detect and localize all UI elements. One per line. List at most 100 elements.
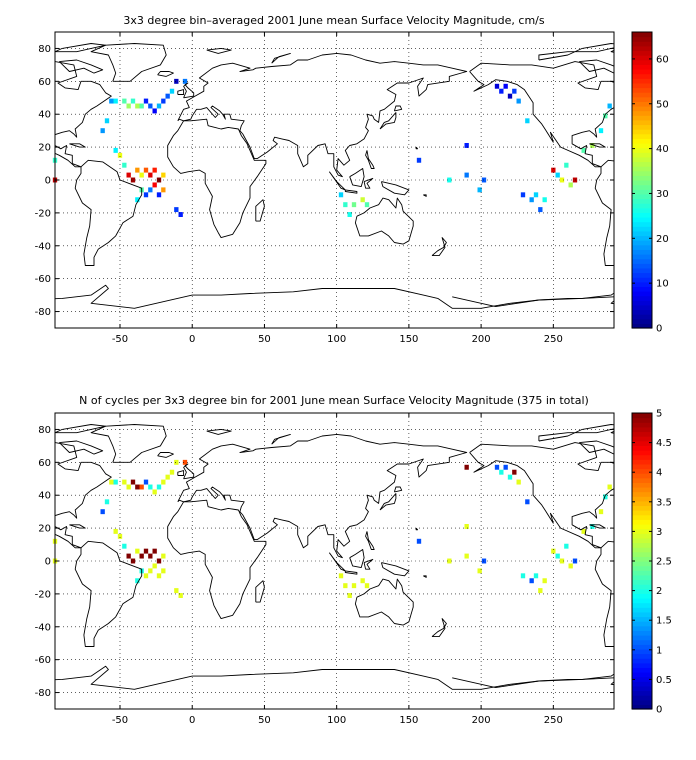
coastline [594, 159, 614, 266]
colorbar-segment [632, 267, 652, 274]
data-cell [165, 93, 170, 99]
x-tick-label: 0 [189, 334, 195, 345]
colorbar-segment [632, 198, 652, 204]
y-tick-label: -20 [35, 589, 51, 600]
y-tick-label: 20 [38, 143, 51, 154]
colorbar-segment [632, 579, 652, 585]
data-cell [499, 88, 504, 94]
data-cell [117, 533, 123, 539]
colorbar-tick-label: 30 [656, 189, 669, 200]
colorbar-segment [632, 78, 652, 84]
coastline [177, 433, 468, 559]
colorbar-segment [632, 561, 652, 567]
colorbar-segment [632, 226, 652, 232]
velocity-magnitude-panel: 3x3 degree bin–averaged 2001 June mean S… [35, 14, 669, 345]
coastline [349, 549, 365, 569]
coastline [538, 43, 614, 61]
data-cell [139, 484, 144, 490]
colorbar-segment [632, 207, 652, 213]
colorbar-segment [632, 704, 652, 710]
colorbar-segment [632, 277, 652, 283]
coastline [363, 177, 374, 189]
colorbar-segment [632, 547, 652, 553]
colorbar-segment [632, 648, 652, 655]
y-tick-label: 40 [38, 491, 51, 502]
coastline [415, 146, 419, 150]
colorbar-segment [632, 96, 652, 102]
coastline [55, 665, 614, 690]
data-cell [109, 98, 114, 104]
colorbar-tick-label: 0.5 [656, 675, 672, 686]
data-cell [139, 553, 144, 559]
data-cell [148, 103, 153, 109]
colorbar-segment [632, 291, 652, 297]
colorbar-segment [632, 203, 652, 209]
colorbar-segment [632, 318, 652, 324]
y-tick-label: 80 [38, 425, 51, 436]
data-cell [135, 197, 140, 203]
x-tick-label: -50 [112, 334, 128, 345]
data-cell [174, 588, 179, 594]
colorbar-segment [632, 92, 652, 98]
data-cell [551, 167, 556, 173]
coastline [469, 61, 614, 168]
colorbar-segment [632, 272, 652, 278]
colorbar-segment [632, 417, 652, 423]
coastline [354, 578, 414, 626]
colorbar-tick-label: 60 [656, 54, 669, 65]
data-cell [143, 192, 149, 198]
data-cell [542, 578, 547, 584]
data-cell [174, 459, 179, 465]
colorbar-tick-label: 1.5 [656, 616, 672, 627]
coastline [255, 199, 265, 222]
colorbar-segment [632, 454, 652, 460]
colorbar-segment [632, 551, 652, 557]
data-cell [178, 212, 183, 217]
data-cell [152, 182, 157, 188]
data-cell [143, 573, 149, 579]
data-cell [135, 578, 140, 584]
colorbar-segment [632, 639, 652, 645]
x-tick-label: 150 [399, 334, 418, 345]
data-cell [109, 479, 114, 485]
colorbar-segment [632, 309, 652, 315]
data-cell [169, 88, 175, 94]
coastline [379, 112, 397, 130]
coastline [55, 61, 112, 168]
data-cell [533, 192, 539, 198]
colorbar-segment [632, 584, 652, 590]
colorbar-segment [632, 73, 652, 79]
data-cell [126, 172, 131, 178]
coastline [344, 189, 358, 194]
colorbar-segment [632, 450, 652, 456]
data-cell [143, 479, 149, 485]
coastline [380, 181, 410, 196]
colorbar-segment [632, 533, 652, 539]
coastline [90, 424, 167, 463]
colorbar-segment [632, 556, 652, 562]
colorbar-segment [632, 36, 652, 42]
data-cell [503, 464, 508, 470]
colorbar-segment [632, 514, 652, 520]
colorbar-segment [632, 244, 652, 250]
data-cell [507, 474, 513, 480]
data-cell [360, 578, 365, 584]
colorbar-segment [632, 193, 652, 200]
y-tick-label: 0 [45, 557, 51, 568]
colorbar-segment [632, 295, 652, 301]
colorbar-segment [632, 500, 652, 507]
colorbar-segment [632, 588, 652, 594]
colorbar-segment [632, 699, 652, 705]
x-tick-label: 200 [472, 334, 491, 345]
coastline [177, 52, 468, 178]
colorbar-segment [632, 607, 652, 613]
data-cell [143, 98, 149, 104]
x-tick-label: 100 [327, 334, 346, 345]
data-cell [174, 207, 179, 213]
data-cell [538, 588, 543, 594]
coastlines [55, 43, 614, 309]
data-cell [512, 88, 517, 94]
coastline [206, 47, 232, 54]
colorbar-segment [632, 32, 652, 38]
coastline [167, 118, 267, 239]
